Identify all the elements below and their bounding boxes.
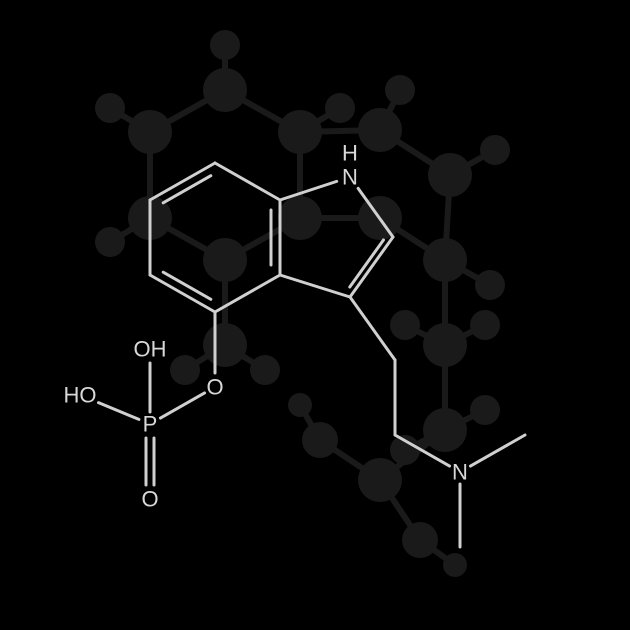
atom-sublabel-n1: H	[342, 141, 358, 166]
atom-label-n1: N	[342, 165, 358, 190]
atom-label-oh2: HO	[64, 383, 97, 408]
molecule-diagram: NHOPOHHOON	[0, 0, 630, 630]
atom-label-n2: N	[452, 460, 468, 485]
atom-label-o1: O	[206, 375, 223, 400]
atom-label-p: P	[143, 412, 158, 437]
atom-label-oh1: OH	[134, 337, 167, 362]
atom-label-o2: O	[141, 487, 158, 512]
